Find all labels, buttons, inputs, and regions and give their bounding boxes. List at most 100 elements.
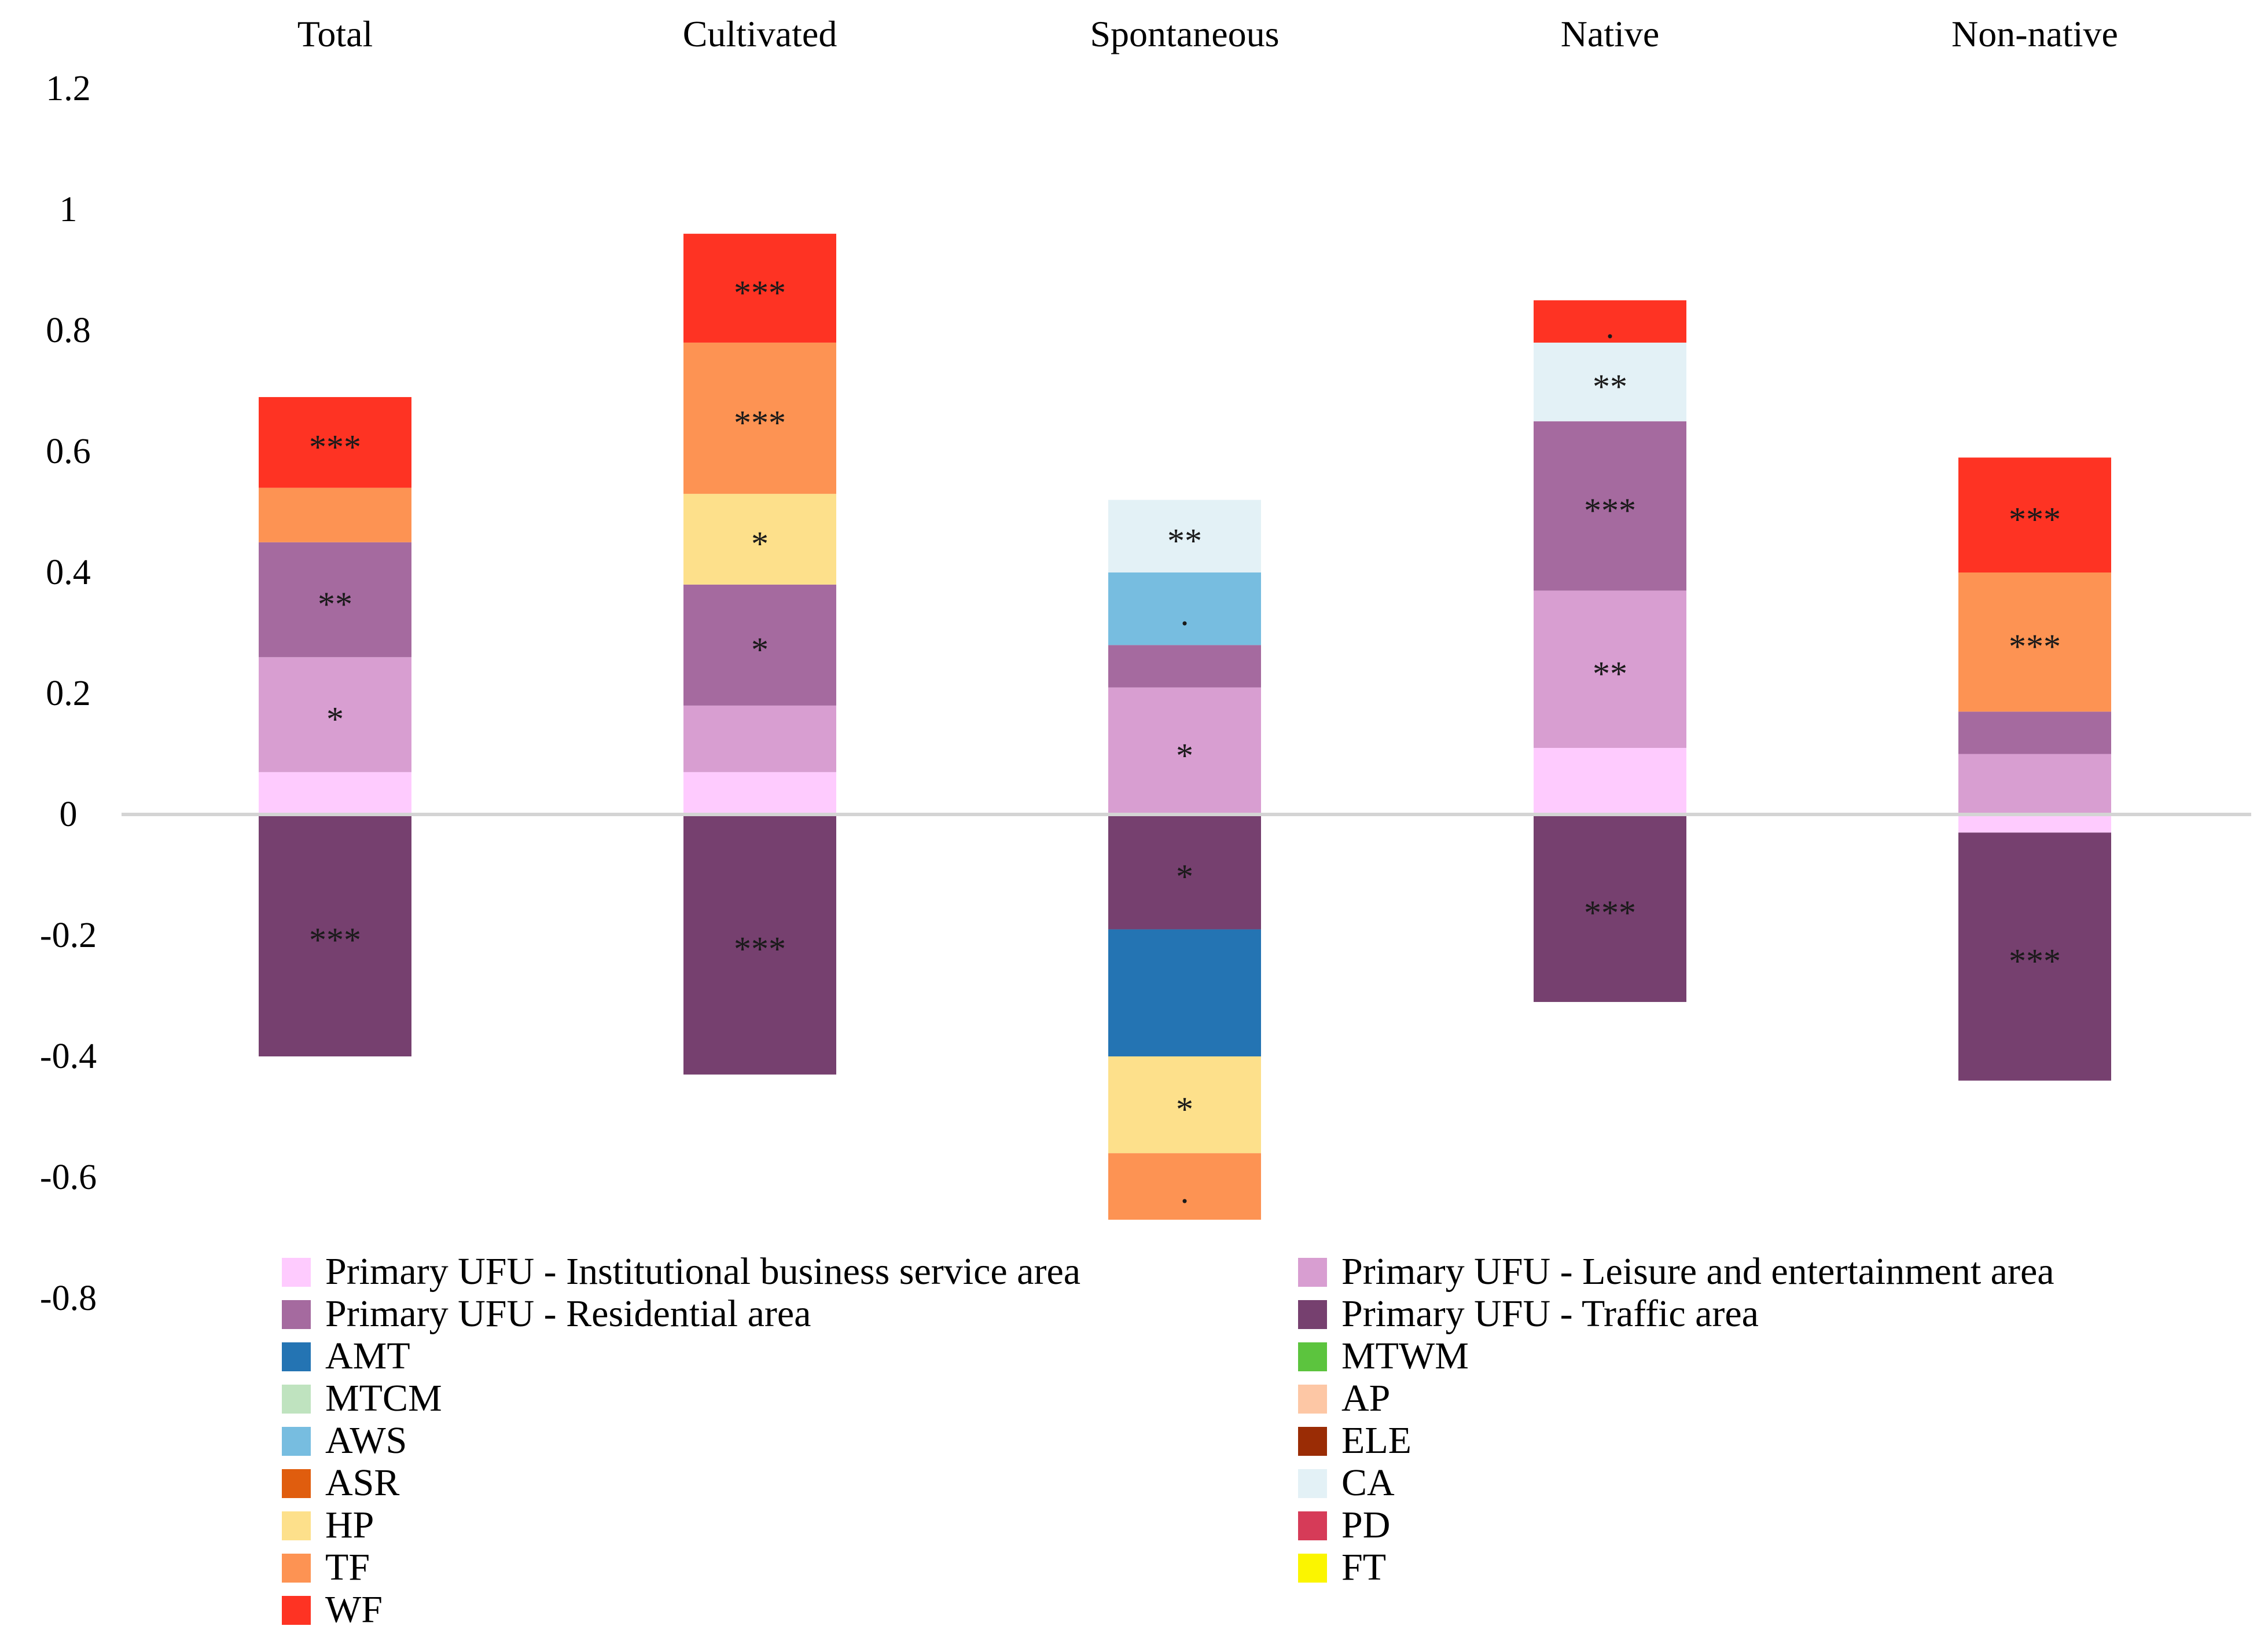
significance-label: *** xyxy=(1584,894,1636,932)
bar-segment xyxy=(1534,748,1686,814)
bar-segment xyxy=(259,542,411,658)
significance-label: *** xyxy=(734,274,786,312)
significance-label: *** xyxy=(2009,501,2061,539)
bar-segment xyxy=(1108,814,1261,930)
significance-label: * xyxy=(751,525,769,563)
bars xyxy=(259,233,2111,1220)
legend-label: CA xyxy=(1341,1462,1395,1504)
bar-segment xyxy=(1108,500,1261,572)
category-labels: Total Cultivated Spontaneous Native Non-nati… xyxy=(297,13,2118,54)
bar-segment xyxy=(1958,754,2111,814)
bar-segment xyxy=(259,657,411,772)
legend-label: Primary UFU - Leisure and entertainment … xyxy=(1341,1250,2054,1293)
bar-segment xyxy=(259,487,411,542)
y-tick-label: 0 xyxy=(60,795,78,834)
y-tick-label: -0.4 xyxy=(40,1037,97,1076)
y-tick-label: 0.8 xyxy=(46,311,91,350)
legend-swatch xyxy=(282,1300,311,1329)
category-label: Spontaneous xyxy=(1090,13,1279,54)
legend-label: FT xyxy=(1341,1546,1386,1588)
category-label: Non-native xyxy=(1951,13,2118,54)
bar-segment xyxy=(1108,572,1261,645)
bar-segment xyxy=(683,584,836,706)
bar-segment xyxy=(1534,421,1686,591)
significance-label: ** xyxy=(1167,522,1202,560)
significance-label: * xyxy=(326,700,344,739)
legend-swatch xyxy=(1298,1469,1327,1498)
legend-swatch xyxy=(1298,1342,1327,1371)
bar-segment xyxy=(1108,645,1261,688)
bar-segment xyxy=(1108,1056,1261,1154)
significance-label: *** xyxy=(2009,942,2061,981)
legend-swatch xyxy=(282,1258,311,1287)
y-tick-label: 1 xyxy=(60,190,78,229)
significance-label: . xyxy=(1181,1172,1189,1210)
legend-label: AP xyxy=(1341,1377,1390,1419)
significance-label: *** xyxy=(734,930,786,968)
category-label: Total xyxy=(297,13,373,54)
legend-swatch xyxy=(282,1511,311,1540)
bar-segment xyxy=(683,233,836,343)
legend-swatch xyxy=(1298,1258,1327,1287)
legend-swatch xyxy=(1298,1427,1327,1456)
y-tick-label: -0.6 xyxy=(40,1158,97,1197)
y-axis: 1.2 1 0.8 0.6 0.4 0.2 0 -0.2 -0.4 -0.6 -0.8 xyxy=(40,69,97,1318)
bar-segment xyxy=(683,814,836,1075)
category-label: Cultivated xyxy=(683,13,837,54)
legend-label: WF xyxy=(325,1588,383,1631)
bar-segment xyxy=(1108,929,1261,1056)
significance-label: . xyxy=(1181,594,1189,633)
legend-swatch xyxy=(1298,1554,1327,1583)
bar-segment xyxy=(1534,590,1686,748)
bar-segment xyxy=(1108,687,1261,814)
legend-label: TF xyxy=(325,1546,370,1588)
legend-label: PD xyxy=(1341,1504,1390,1546)
legend-label: AMT xyxy=(325,1335,410,1377)
bar-segment xyxy=(259,814,411,1056)
legend-swatch xyxy=(282,1427,311,1456)
legend-label: Primary UFU - Residential area xyxy=(325,1293,811,1335)
significance-label: * xyxy=(1176,857,1193,895)
legend-swatch xyxy=(1298,1300,1327,1329)
significance-label: *** xyxy=(2009,627,2061,666)
y-tick-label: 1.2 xyxy=(46,69,91,108)
bar-segment xyxy=(683,494,836,585)
bar-segment xyxy=(683,342,836,494)
legend-swatch xyxy=(1298,1511,1327,1540)
bar-segment xyxy=(259,397,411,488)
category-label: Native xyxy=(1561,13,1660,54)
bar-segment xyxy=(1108,1153,1261,1220)
bar-segment xyxy=(1958,814,2111,833)
bar-segment xyxy=(1534,342,1686,421)
significance-labels: *********************.****.*******.*****… xyxy=(309,274,2061,1210)
legend-label: Primary UFU - Traffic area xyxy=(1341,1293,1759,1335)
legend-label: MTCM xyxy=(325,1377,442,1419)
y-tick-label: -0.2 xyxy=(40,916,97,955)
y-tick-label: 0.6 xyxy=(46,432,91,471)
legend-swatch xyxy=(1298,1385,1327,1414)
legend-swatch xyxy=(282,1554,311,1583)
legend-swatch xyxy=(282,1469,311,1498)
legend-swatch xyxy=(282,1385,311,1414)
significance-label: * xyxy=(1176,1091,1193,1129)
bar-segment xyxy=(1958,457,2111,572)
legend-label: ASR xyxy=(325,1462,399,1504)
bar-segment xyxy=(1958,572,2111,712)
y-tick-label: 0.2 xyxy=(46,674,91,713)
bar-segment xyxy=(683,705,836,772)
legend-label: Primary UFU - Institutional business ser… xyxy=(325,1250,1080,1293)
significance-label: ** xyxy=(1593,368,1627,406)
legend-label: ELE xyxy=(1341,1419,1411,1462)
legend-label: MTWM xyxy=(1341,1335,1469,1377)
significance-label: *** xyxy=(1584,491,1636,530)
legend: Primary UFU - Institutional business ser… xyxy=(282,1250,2054,1631)
legend-label: HP xyxy=(325,1504,374,1546)
significance-label: ** xyxy=(318,585,352,623)
significance-label: *** xyxy=(309,921,361,959)
legend-swatch xyxy=(282,1596,311,1625)
significance-label: . xyxy=(1606,307,1615,345)
bar-segment xyxy=(1958,832,2111,1081)
legend-label: AWS xyxy=(325,1419,407,1462)
significance-label: *** xyxy=(734,404,786,442)
